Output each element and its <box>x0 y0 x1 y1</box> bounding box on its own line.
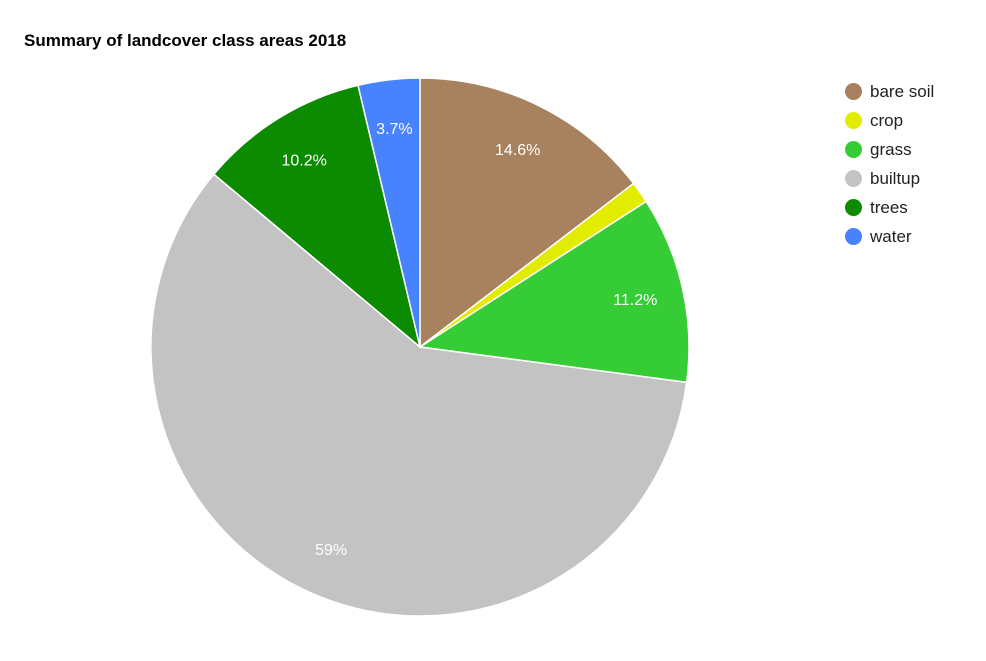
legend-swatch <box>845 170 862 187</box>
slice-label-water: 3.7% <box>376 121 412 138</box>
slice-label-grass: 11.2% <box>613 292 657 309</box>
legend-label: trees <box>870 197 908 217</box>
legend-swatch <box>845 83 862 100</box>
legend-item-water[interactable]: water <box>845 222 934 251</box>
legend-label: crop <box>870 110 904 130</box>
slice-label-builtup: 59% <box>315 542 347 559</box>
pie-slice-water[interactable] <box>357 77 421 348</box>
legend-label: builtup <box>870 168 921 188</box>
legend-item-crop[interactable]: crop <box>845 106 934 135</box>
legend-label: bare soil <box>870 81 935 101</box>
legend-swatch <box>845 199 862 216</box>
chart-title: Summary of landcover class areas 2018 <box>24 31 347 50</box>
pie-slice-grass[interactable] <box>417 200 690 384</box>
legend-item-bare-soil[interactable]: bare soil <box>845 77 934 106</box>
legend-label: water <box>870 226 912 246</box>
legend-swatch <box>845 228 862 245</box>
slice-label-bare-soil: 14.6% <box>495 142 540 159</box>
pie-slice-builtup[interactable] <box>150 173 688 617</box>
legend-item-grass[interactable]: grass <box>845 135 934 164</box>
legend-swatch <box>845 112 862 129</box>
slice-label-trees: 10.2% <box>281 152 326 169</box>
legend-label: grass <box>870 139 912 159</box>
legend-swatch <box>845 141 862 158</box>
pie-slice-trees[interactable] <box>212 84 422 350</box>
pie-slice-bare-soil[interactable] <box>419 77 635 349</box>
legend: bare soil crop grass builtup trees water <box>845 77 934 251</box>
legend-item-builtup[interactable]: builtup <box>845 164 934 193</box>
legend-item-trees[interactable]: trees <box>845 193 934 222</box>
